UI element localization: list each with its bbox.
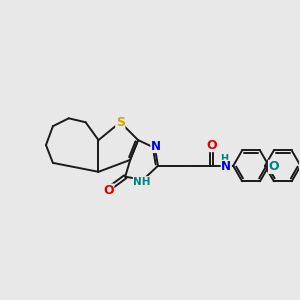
Text: O: O [103, 184, 114, 197]
Text: N: N [151, 140, 161, 152]
Text: H: H [220, 154, 228, 164]
Text: NH: NH [133, 177, 151, 187]
Text: O: O [206, 139, 217, 152]
Text: S: S [116, 116, 125, 129]
Text: O: O [268, 160, 279, 173]
Text: N: N [221, 160, 231, 173]
